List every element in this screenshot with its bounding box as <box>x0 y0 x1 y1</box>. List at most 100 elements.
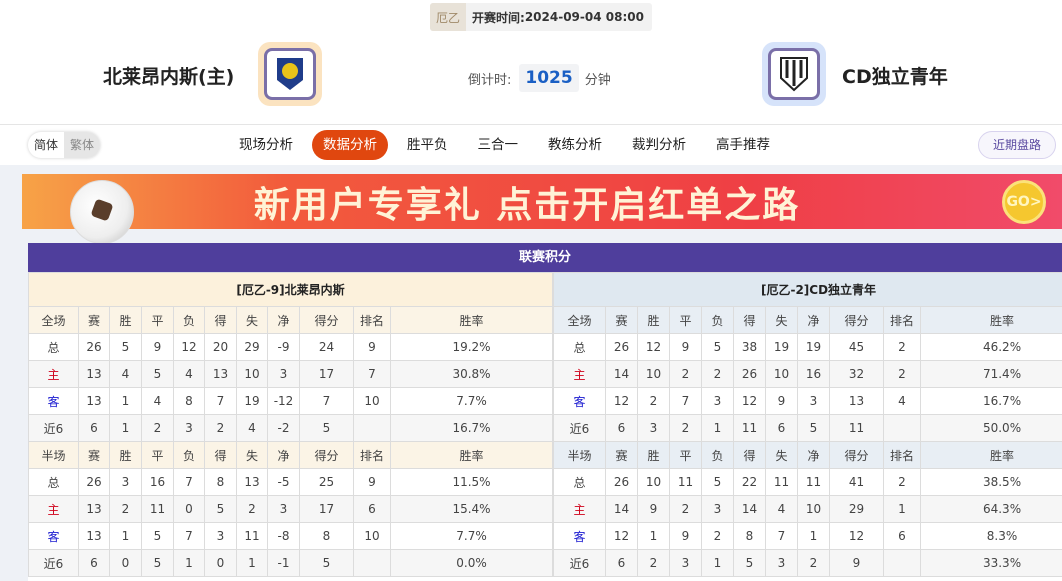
stat-cell: 2 <box>669 414 702 442</box>
stat-cell: 8 <box>299 522 354 550</box>
stat-cell: 8 <box>733 522 766 550</box>
stat-cell: 16 <box>797 360 830 388</box>
go-button[interactable]: GO> <box>1002 180 1046 224</box>
table-row: 主 13 4 5 4 13 10 3 17 7 30.8% <box>28 360 553 388</box>
stat-cell: 12 <box>637 333 670 361</box>
stat-cell: 7.7% <box>390 522 553 550</box>
column-header: 负 <box>173 441 205 469</box>
column-header: 失 <box>765 441 798 469</box>
away-team-logo[interactable] <box>762 42 826 106</box>
tab-data-analysis[interactable]: 数据分析 <box>312 130 388 160</box>
stat-cell: 11 <box>669 468 702 496</box>
stat-cell: 7 <box>299 387 354 415</box>
section-label: 半场 <box>28 441 79 469</box>
stat-cell: 11 <box>829 414 884 442</box>
column-header: 得分 <box>299 306 354 334</box>
stat-cell: 3 <box>267 495 300 523</box>
stat-cell <box>883 414 921 442</box>
stat-cell: 3 <box>109 468 142 496</box>
stat-cell: 1 <box>883 495 921 523</box>
tab-live-analysis[interactable]: 现场分析 <box>239 137 293 153</box>
stat-cell: -5 <box>267 468 300 496</box>
tab-three-in-one[interactable]: 三合一 <box>477 137 519 153</box>
stat-cell: 13 <box>236 468 268 496</box>
column-header: 得分 <box>299 441 354 469</box>
column-header: 平 <box>141 306 174 334</box>
stat-cell: 2 <box>141 414 174 442</box>
stat-cell: 2 <box>637 549 670 577</box>
stat-cell: 5 <box>701 468 734 496</box>
row-label: 客 <box>28 522 79 550</box>
stat-cell: 22 <box>733 468 766 496</box>
stat-cell: 2 <box>669 495 702 523</box>
row-label: 总 <box>28 468 79 496</box>
column-header: 赛 <box>605 441 638 469</box>
away-standings-table: [厄乙-2]CD独立青年 全场赛胜平负得失净得分 排名 胜率总 26 12 9 5 38 19 19… <box>552 272 1062 577</box>
away-team-name[interactable]: CD独立青年 <box>842 66 948 88</box>
stat-cell: -1 <box>267 549 300 577</box>
countdown: 倒计时: 1025 分钟 <box>468 64 611 92</box>
column-header: 净 <box>797 441 830 469</box>
stat-cell: 2 <box>204 414 237 442</box>
stat-cell: 17 <box>299 495 354 523</box>
stat-cell: 7.7% <box>390 387 553 415</box>
tab-expert-picks[interactable]: 高手推荐 <box>716 137 770 153</box>
stat-cell: 5 <box>204 495 237 523</box>
tab-referee-analysis[interactable]: 裁判分析 <box>632 137 686 153</box>
column-header: 胜 <box>637 306 670 334</box>
home-team-name[interactable]: 北莱昂内斯(主) <box>103 66 235 88</box>
row-label: 总 <box>553 333 606 361</box>
column-header: 排名 <box>883 306 921 334</box>
stat-cell: 5 <box>141 360 174 388</box>
traditional-button[interactable]: 繁体 <box>64 132 101 158</box>
column-header: 胜率 <box>919 306 1062 334</box>
stat-cell: 46.2% <box>919 333 1062 361</box>
stat-cell: 4 <box>173 360 205 388</box>
stat-cell: 5 <box>701 333 734 361</box>
column-header: 排名 <box>353 441 391 469</box>
recent-odds-button[interactable]: 近期盘路 <box>977 131 1056 159</box>
stat-cell: 4 <box>765 495 798 523</box>
stat-cell: 3 <box>669 549 702 577</box>
tab-win-draw-loss[interactable]: 胜平负 <box>407 137 448 153</box>
column-header: 胜 <box>109 441 142 469</box>
stat-cell: 14 <box>605 495 638 523</box>
section-label: 半场 <box>553 441 606 469</box>
stat-cell: 1 <box>236 549 268 577</box>
column-header: 得 <box>204 441 237 469</box>
stat-cell: 8.3% <box>919 522 1062 550</box>
stat-cell: 13 <box>78 360 110 388</box>
stat-cell: -12 <box>267 387 300 415</box>
stat-cell: 4 <box>236 414 268 442</box>
column-header: 胜 <box>109 306 142 334</box>
stat-cell: 5 <box>141 549 174 577</box>
team-standings-title: [厄乙-2]CD独立青年 <box>552 272 1062 307</box>
row-label: 近6 <box>28 549 79 577</box>
stat-cell: 2 <box>701 360 734 388</box>
simplified-button[interactable]: 简体 <box>34 138 59 152</box>
stat-cell: 1 <box>109 387 142 415</box>
stat-cell: 8 <box>204 468 237 496</box>
stat-cell: 12 <box>733 387 766 415</box>
stat-cell: 5 <box>109 333 142 361</box>
stat-cell: 11.5% <box>390 468 553 496</box>
stat-cell: 50.0% <box>919 414 1062 442</box>
stat-cell: 11 <box>765 468 798 496</box>
stat-cell: 10 <box>353 522 391 550</box>
standings-panel: 联赛积分 [厄乙-9]北莱昂内斯 全场赛胜平负得失净得分 排名 胜率总 26 5 9 12 20… <box>28 243 1062 581</box>
stat-cell: 6 <box>605 549 638 577</box>
promo-banner[interactable]: 新用户专享礼 点击开启红单之路 GO> <box>22 174 1062 244</box>
row-label: 主 <box>553 495 606 523</box>
row-label: 近6 <box>553 414 606 442</box>
tab-coach-analysis[interactable]: 教练分析 <box>548 137 602 153</box>
table-row: 总 26 10 11 5 22 11 11 41 2 38.5% <box>553 468 1062 496</box>
stat-cell: -9 <box>267 333 300 361</box>
stat-cell: 41 <box>829 468 884 496</box>
stat-cell: 6 <box>765 414 798 442</box>
team-standings-title: [厄乙-9]北莱昂内斯 <box>28 272 553 307</box>
stat-cell: 3 <box>797 387 830 415</box>
stat-cell: 4 <box>883 387 921 415</box>
home-team-logo[interactable] <box>258 42 322 106</box>
row-label: 近6 <box>28 414 79 442</box>
stat-cell: 45 <box>829 333 884 361</box>
